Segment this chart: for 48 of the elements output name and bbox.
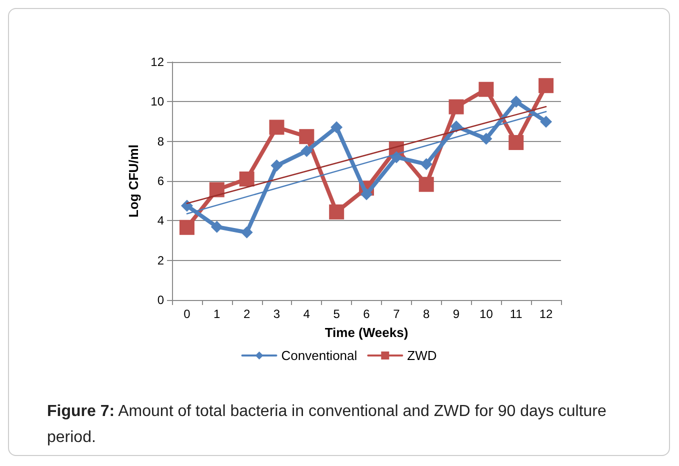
point (478, 82, 494, 97)
point (508, 135, 524, 150)
point (329, 204, 344, 220)
legend-label: ZWD (407, 348, 437, 363)
point (210, 220, 223, 233)
point (538, 78, 554, 94)
legend-label: Conventional (281, 348, 358, 363)
x-tick-label: 3 (273, 307, 280, 321)
point (360, 188, 372, 200)
x-tick-label: 0 (184, 307, 191, 321)
y-axis-title: Log CFU/ml (126, 144, 141, 218)
point (240, 226, 253, 238)
point (269, 120, 284, 135)
x-tick-label: 1 (214, 307, 221, 321)
x-axis-title: Time (Weeks) (324, 325, 408, 340)
point (209, 182, 224, 198)
x-tick-label: 6 (363, 307, 370, 321)
y-tick-label: 6 (157, 174, 164, 188)
x-tick-label: 7 (393, 307, 400, 321)
point (239, 172, 254, 187)
y-tick-label: 4 (157, 214, 164, 228)
point (418, 176, 434, 192)
point (179, 220, 194, 235)
y-tick-label: 2 (157, 253, 164, 268)
y-tick-label: 10 (150, 94, 164, 109)
point (300, 145, 313, 158)
x-tick-label: 10 (480, 307, 494, 321)
point (448, 99, 464, 114)
point (330, 121, 343, 134)
point (299, 129, 314, 144)
y-tick-label: 0 (157, 293, 164, 307)
text: Figure 7: Amount of total bacteria in conventional and ZWD for 90 days culture period. (47, 403, 606, 446)
point (450, 120, 462, 132)
x-tick-label: 12 (539, 307, 554, 321)
point (480, 132, 492, 145)
point (270, 160, 283, 172)
point (180, 200, 193, 212)
x-tick-label: 9 (452, 307, 460, 321)
y-tick-label: 12 (150, 55, 164, 69)
x-tick-label: 5 (333, 307, 340, 321)
point (540, 116, 552, 128)
point (510, 96, 522, 108)
point (420, 158, 432, 170)
x-tick-label: 2 (243, 307, 250, 321)
x-tick-label: 4 (303, 307, 310, 321)
x-tick-label: 8 (423, 307, 430, 321)
y-tick-label: 8 (157, 134, 164, 148)
x-tick-label: 11 (510, 307, 523, 321)
